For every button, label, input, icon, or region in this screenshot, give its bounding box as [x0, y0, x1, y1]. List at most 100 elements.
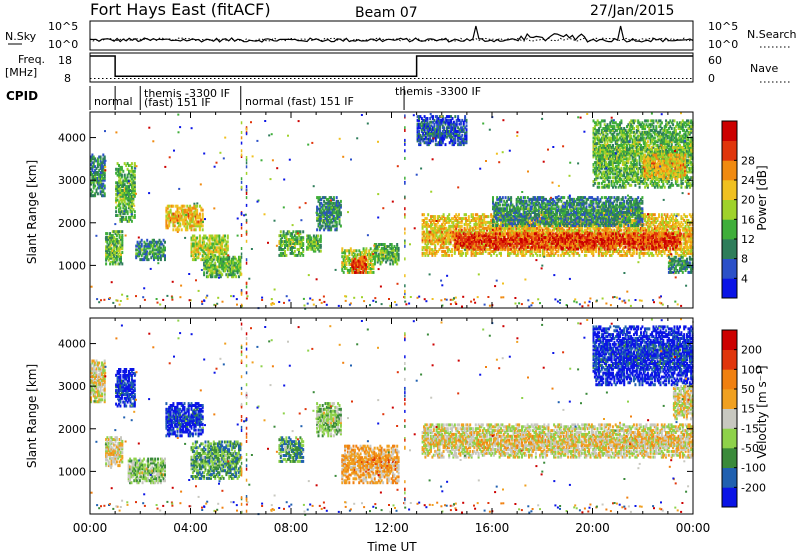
- noise-right-tick-bottom: 10^0: [708, 38, 738, 51]
- velocity-colorbar-tick-7: -200: [741, 481, 766, 494]
- velocity-region-3: [128, 458, 166, 485]
- xtick-label-0: 00:00: [73, 521, 108, 535]
- velocity-region-7: [316, 402, 342, 437]
- velocity-colorbar-swatch-6: [722, 369, 737, 389]
- velocity-region-11: [673, 385, 694, 420]
- cpid-segment-themis-2: themis -3300 IF: [395, 85, 481, 98]
- power-colorbar-tick-6: 28: [741, 154, 755, 167]
- power-data: [90, 112, 694, 310]
- velocity-colorbar-swatch-3: [722, 428, 737, 448]
- xtick-label-1: 04:00: [173, 521, 208, 535]
- xtick-label-2: 08:00: [274, 521, 309, 535]
- freq-panel: Freq. [MHz] 18 8 60 0 Nave: [5, 53, 790, 85]
- power-region-14: [454, 232, 681, 250]
- power-region-3: [135, 239, 166, 261]
- noise-sky-label: N.Sky: [5, 30, 37, 43]
- power-region-19: [668, 256, 694, 274]
- power-colorbar-tick-4: 20: [741, 194, 755, 207]
- nave-tick-bottom: 0: [708, 72, 715, 85]
- ytick-label-1-0: 1000: [58, 465, 86, 478]
- x-axis-label: Time UT: [366, 540, 417, 554]
- power-region-4: [165, 205, 203, 232]
- date-label: 27/Jan/2015: [590, 3, 674, 19]
- freq-panel-frame: [90, 53, 693, 82]
- noise-left-tick-top: 10^5: [48, 20, 78, 33]
- cpid-strip: CPID normal themis -3300 IF (fast) 151 I…: [6, 85, 481, 110]
- cpid-segment-normal-fast: normal (fast) 151 IF: [245, 95, 354, 108]
- noise-search-label: N.Search: [747, 28, 797, 41]
- xtick-label-5: 20:00: [575, 521, 610, 535]
- velocity-colorbar-swatch-2: [722, 448, 737, 468]
- velocity-region-0: [90, 360, 106, 404]
- power-region-8: [306, 235, 322, 253]
- nave-tick-top: 60: [708, 54, 722, 67]
- power-ylabel: Slant Range [km]: [25, 160, 39, 264]
- velocity-colorbar-label: Velocity [m s⁻¹]: [755, 365, 769, 458]
- velocity-region-6: [278, 436, 304, 463]
- velocity-colorbar-swatch-8: [722, 330, 737, 350]
- freq-unit-label: [MHz]: [5, 66, 37, 79]
- ytick-label-0-2: 3000: [58, 174, 86, 187]
- velocity-data: [90, 318, 694, 516]
- xtick-label-3: 12:00: [374, 521, 409, 535]
- ytick-label-1-3: 4000: [58, 338, 86, 351]
- power-colorbar: 4 8 12 16 20 24 28: [722, 121, 755, 298]
- power-colorbar-swatch-8: [722, 121, 737, 141]
- velocity-region-4: [165, 402, 203, 437]
- velocity-colorbar-tick-6: -100: [741, 462, 766, 475]
- power-colorbar-swatch-0: [722, 278, 737, 298]
- power-colorbar-swatch-5: [722, 180, 737, 200]
- power-colorbar-tick-1: 8: [741, 253, 748, 266]
- ytick-label-1-1: 2000: [58, 423, 86, 436]
- power-colorbar-tick-2: 12: [741, 233, 755, 246]
- power-colorbar-swatch-4: [722, 200, 737, 220]
- ytick-label-1-2: 3000: [58, 380, 86, 393]
- freq-tick-top: 18: [58, 54, 72, 67]
- velocity-region-9: [422, 423, 694, 458]
- power-region-0: [90, 154, 106, 198]
- beam-label: Beam 07: [355, 5, 418, 21]
- power-region-18: [417, 115, 468, 146]
- cpid-segment-normal: normal: [94, 95, 133, 108]
- velocity-colorbar-tick-2: 50: [741, 383, 755, 396]
- freq-tick-bottom: 8: [64, 72, 71, 85]
- xtick-label-4: 16:00: [475, 521, 510, 535]
- power-colorbar-label: Power [dB]: [755, 165, 769, 230]
- power-colorbar-swatch-7: [722, 141, 737, 161]
- velocity-ylabel: Slant Range [km]: [25, 364, 39, 468]
- ytick-label-0-1: 2000: [58, 217, 86, 230]
- power-colorbar-tick-0: 4: [741, 272, 748, 285]
- velocity-region-2: [115, 368, 136, 408]
- velocity-colorbar-swatch-7: [722, 350, 737, 370]
- power-colorbar-tick-5: 24: [741, 174, 755, 187]
- power-colorbar-swatch-1: [722, 259, 737, 279]
- velocity-colorbar-tick-3: 15: [741, 403, 755, 416]
- velocity-region-5: [191, 441, 242, 480]
- power-colorbar-swatch-6: [722, 160, 737, 180]
- velocity-region-1: [105, 436, 123, 467]
- power-region-15: [492, 196, 643, 227]
- power-region-9: [316, 196, 342, 231]
- ytick-label-0-0: 1000: [58, 259, 86, 272]
- power-colorbar-tick-3: 16: [741, 213, 755, 226]
- xtick-label-6: 00:00: [676, 521, 711, 535]
- power-region-17: [643, 154, 686, 181]
- power-region-1: [105, 230, 123, 265]
- noise-sky-trace: [90, 26, 693, 42]
- power-colorbar-swatch-2: [722, 239, 737, 259]
- freq-trace: [90, 56, 693, 76]
- velocity-colorbar-swatch-0: [722, 487, 737, 507]
- plot-title: Fort Hays East (fitACF): [90, 0, 271, 19]
- velocity-region-8: [341, 445, 399, 485]
- velocity-colorbar-swatch-1: [722, 468, 737, 488]
- cpid-label: CPID: [6, 89, 38, 103]
- freq-label: Freq.: [18, 53, 45, 66]
- cpid-segment-fast: (fast) 151 IF: [144, 96, 211, 109]
- velocity-colorbar-tick-0: 200: [741, 344, 762, 357]
- noise-right-tick-top: 10^5: [708, 20, 738, 33]
- nave-label: Nave: [750, 62, 778, 75]
- noise-panel-frame: [90, 21, 693, 50]
- velocity-colorbar-swatch-5: [722, 389, 737, 409]
- power-region-12: [374, 243, 400, 265]
